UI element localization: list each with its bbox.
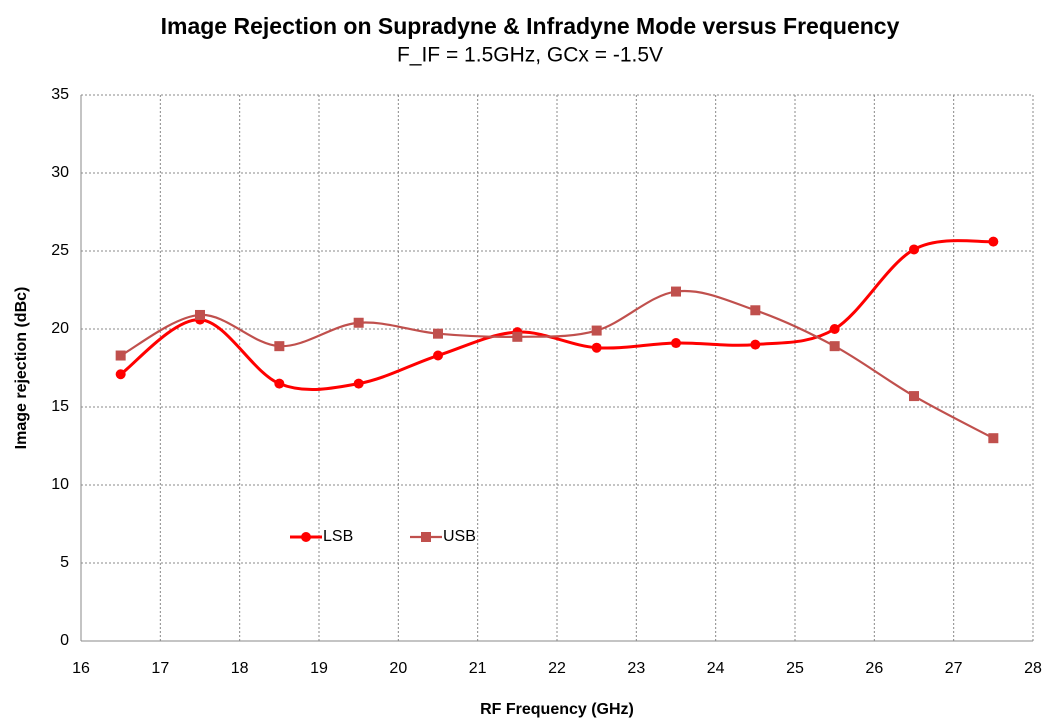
x-tick-label: 25 — [786, 660, 804, 677]
marker — [353, 378, 364, 389]
marker — [671, 338, 681, 349]
marker — [829, 324, 840, 334]
legend-label: USB — [443, 528, 476, 545]
marker — [433, 328, 443, 339]
marker — [829, 341, 840, 352]
marker — [274, 378, 285, 389]
marker — [909, 391, 919, 402]
marker — [750, 305, 761, 316]
x-tick-label: 23 — [627, 660, 645, 677]
y-tick-label: 10 — [51, 476, 69, 493]
x-tick-label: 18 — [231, 660, 249, 677]
marker — [512, 331, 523, 342]
y-tick-label: 0 — [60, 632, 69, 649]
x-tick-label: 19 — [310, 660, 328, 677]
y-tick-label: 5 — [60, 554, 69, 571]
x-tick-label: 22 — [548, 660, 566, 677]
marker — [115, 369, 126, 380]
marker — [988, 236, 999, 247]
legend-marker — [421, 532, 431, 542]
marker — [195, 309, 205, 320]
marker — [909, 244, 919, 255]
x-tick-label: 16 — [72, 660, 90, 677]
marker — [591, 342, 602, 353]
x-tick-label: 26 — [865, 660, 883, 677]
x-tick-label: 17 — [151, 660, 169, 677]
chart-title: Image Rejection on Supradyne & Infradyne… — [161, 13, 900, 39]
y-tick-label: 35 — [51, 86, 69, 103]
marker — [671, 286, 681, 297]
y-tick-label: 15 — [51, 398, 69, 415]
x-axis-label: RF Frequency (GHz) — [480, 701, 634, 718]
x-tick-label: 20 — [389, 660, 407, 677]
x-tick-label: 24 — [707, 660, 725, 677]
series-line — [120, 289, 994, 440]
marker — [274, 341, 285, 352]
marker — [988, 433, 999, 444]
x-tick-label: 27 — [945, 660, 963, 677]
y-tick-label: 20 — [51, 320, 69, 337]
x-tick-label: 28 — [1024, 660, 1042, 677]
legend-label: LSB — [323, 528, 353, 545]
y-tick-label: 30 — [51, 164, 69, 181]
marker — [353, 317, 364, 328]
y-axis-label: Image rejection (dBc) — [13, 287, 30, 450]
marker — [115, 350, 126, 361]
x-tick-label: 21 — [469, 660, 487, 677]
marker — [591, 325, 602, 336]
marker — [433, 350, 443, 361]
y-tick-label: 25 — [51, 242, 69, 259]
marker — [750, 339, 761, 350]
chart-subtitle: F_IF = 1.5GHz, GCx = -1.5V — [397, 44, 663, 67]
legend-marker — [301, 532, 311, 542]
